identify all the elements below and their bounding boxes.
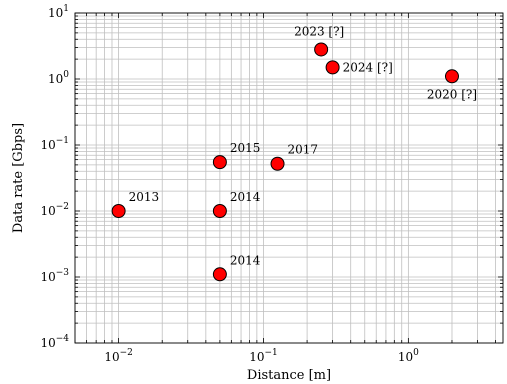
data-point-marker xyxy=(314,42,329,57)
data-point-marker xyxy=(212,267,227,282)
y-tick-label: 10−3 xyxy=(40,268,69,284)
data-point-label: 2024 [?] xyxy=(343,60,393,74)
data-point-label: 2020 [?] xyxy=(427,87,477,101)
data-point-marker xyxy=(270,156,285,171)
x-tick-label: 10−1 xyxy=(249,348,278,364)
y-axis-label: Data rate [Gbps] xyxy=(11,123,26,233)
x-tick-label: 10−2 xyxy=(104,348,133,364)
tick-marks xyxy=(74,12,503,344)
y-tick-label: 10−2 xyxy=(40,202,69,218)
data-point-labels: 2013 2015 2014 2014 2017 2023 [?] 2024 [?] 2020… xyxy=(129,24,477,267)
grid-lines xyxy=(74,12,503,344)
y-tick-label: 10−4 xyxy=(40,334,69,350)
plot-area-frame xyxy=(74,12,504,344)
x-tick-labels: 10−2 10−1 100 xyxy=(104,348,419,364)
y-tick-label: 101 xyxy=(48,4,69,20)
y-tick-labels: 10−4 10−3 10−2 10−1 100 101 xyxy=(40,4,69,350)
data-point-label: 2023 [?] xyxy=(294,24,344,38)
x-tick-label: 100 xyxy=(398,348,419,364)
data-point-marker xyxy=(212,155,227,170)
data-point-label: 2014 xyxy=(230,253,261,267)
data-points xyxy=(111,42,459,282)
x-axis-label: Distance [m] xyxy=(247,368,331,383)
data-point-label: 2015 xyxy=(230,141,261,155)
data-point-marker xyxy=(444,69,459,84)
y-tick-label: 10−1 xyxy=(40,136,69,152)
data-point-marker xyxy=(212,204,227,218)
data-point-marker xyxy=(325,60,340,75)
data-point-label: 2014 xyxy=(230,190,261,204)
data-point-label: 2017 xyxy=(288,143,319,157)
y-tick-label: 100 xyxy=(48,70,69,86)
data-point-label: 2013 xyxy=(129,190,160,204)
data-point-marker xyxy=(111,204,126,218)
